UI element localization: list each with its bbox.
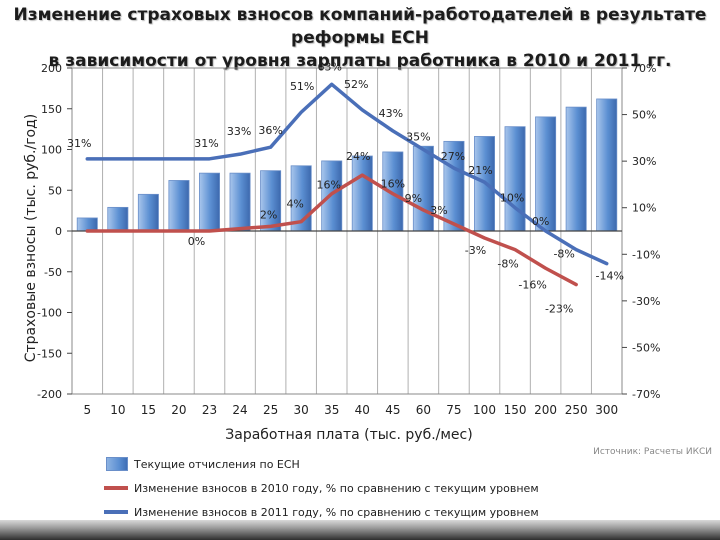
x-tick-label: 250 xyxy=(565,403,588,417)
y2-tick-label: 10% xyxy=(632,202,656,215)
series-line-2011 xyxy=(85,82,609,266)
data-label-2011: 63% xyxy=(317,60,341,73)
data-label-2010: 4% xyxy=(286,198,303,211)
x-tick-label: 35 xyxy=(324,403,339,417)
x-tick-label: 300 xyxy=(595,403,618,417)
y-tick-label: -150 xyxy=(37,347,62,360)
data-label-2011: 36% xyxy=(258,124,282,137)
data-label-2011: 31% xyxy=(194,137,218,150)
x-tick-label: 100 xyxy=(473,403,496,417)
y2-tick-label: -50% xyxy=(632,341,660,354)
y2-tick-label: -30% xyxy=(632,295,660,308)
data-label-2010: 0% xyxy=(188,235,205,248)
data-label-2010: 16% xyxy=(381,178,405,191)
y-tick-label: -100 xyxy=(37,307,62,320)
data-label-2011: 0% xyxy=(532,215,549,228)
y2-tick-label: 30% xyxy=(632,155,656,168)
legend-label-2010: Изменение взносов в 2010 году, % по срав… xyxy=(134,481,539,495)
data-label-2010: -3% xyxy=(465,244,486,257)
x-tick-label: 60 xyxy=(416,403,431,417)
x-tick-label: 30 xyxy=(294,403,309,417)
legend-bar-swatch xyxy=(106,457,128,471)
data-label-2011: -8% xyxy=(553,248,574,261)
bar xyxy=(535,116,557,232)
x-tick-label: 10 xyxy=(110,403,125,417)
legend-item-2010: Изменение взносов в 2010 году, % по срав… xyxy=(104,476,539,500)
data-label-2011: 52% xyxy=(344,78,368,91)
slide-bottom-band xyxy=(0,520,720,540)
axis-layer: -200-150-100-50050100150200-70%-50%-30%-… xyxy=(37,62,660,417)
source-note: Источник: Расчеты ИКСИ xyxy=(593,447,712,457)
chart-area: -200-150-100-50050100150200-70%-50%-30%-… xyxy=(23,60,660,443)
y-tick-label: 200 xyxy=(41,62,62,75)
data-label-2011: 10% xyxy=(500,192,524,205)
bar xyxy=(260,170,282,232)
data-label-2010: -16% xyxy=(518,278,546,291)
data-label-2011: -14% xyxy=(596,270,624,283)
y-tick-label: 0 xyxy=(55,225,62,238)
y-tick-label: -200 xyxy=(37,388,62,401)
x-tick-label: 45 xyxy=(385,403,400,417)
data-label-2010: 9% xyxy=(405,192,422,205)
bar xyxy=(168,180,190,232)
bar xyxy=(137,193,159,232)
x-tick-label: 200 xyxy=(534,403,557,417)
legend-item-2011: Изменение взносов в 2011 году, % по срав… xyxy=(104,500,539,524)
x-tick-label: 40 xyxy=(355,403,370,417)
y2-tick-label: -10% xyxy=(632,248,660,261)
data-label-2010: -23% xyxy=(545,303,573,316)
legend: Текущие отчисления по ЕСН Изменение взно… xyxy=(104,452,539,524)
data-label-2010: 2% xyxy=(260,208,277,221)
data-label-2010: 24% xyxy=(346,150,370,163)
x-tick-label: 15 xyxy=(141,403,156,417)
y2-tick-label: 70% xyxy=(632,62,656,75)
y-tick-label: 150 xyxy=(41,103,62,116)
x-tick-label: 24 xyxy=(232,403,247,417)
y2-tick-label: -70% xyxy=(632,388,660,401)
title-line-1: Изменение страховых взносов компаний-раб… xyxy=(13,5,707,48)
line-layer xyxy=(85,82,609,287)
bar-layer xyxy=(76,98,618,232)
legend-label-bars: Текущие отчисления по ЕСН xyxy=(134,457,300,471)
data-label-2010: -8% xyxy=(497,258,518,271)
chart-title: Изменение страховых взносов компаний-раб… xyxy=(0,4,720,73)
y-axis-title: Страховые взносы (тыс. руб./год) xyxy=(23,114,39,363)
x-tick-label: 25 xyxy=(263,403,278,417)
bar xyxy=(596,98,618,232)
bar xyxy=(107,206,129,232)
x-tick-label: 23 xyxy=(202,403,217,417)
legend-item-bars: Текущие отчисления по ЕСН xyxy=(104,452,539,476)
data-label-2011: 31% xyxy=(67,137,91,150)
data-label-2010: 16% xyxy=(316,179,340,192)
label-layer: 0%2%4%16%24%16%9%3%-3%-8%-16%-23%31% 31%3… xyxy=(67,60,624,315)
bar xyxy=(76,217,98,232)
bar xyxy=(412,145,434,232)
legend-label-2011: Изменение взносов в 2011 году, % по срав… xyxy=(134,505,539,519)
data-label-2011: 21% xyxy=(468,164,492,177)
data-label-2010: 3% xyxy=(430,204,447,217)
bar xyxy=(565,106,587,232)
data-label-2011: 43% xyxy=(379,107,403,120)
data-label-2011: 35% xyxy=(406,131,430,144)
bar xyxy=(199,172,220,232)
title-line-2: в зависимости от уровня зарплаты работни… xyxy=(48,51,672,71)
bar xyxy=(504,126,526,232)
x-tick-label: 5 xyxy=(83,403,91,417)
x-axis-title: Заработная плата (тыс. руб./мес) xyxy=(225,427,472,443)
y-tick-label: -50 xyxy=(44,266,62,279)
bar xyxy=(229,172,251,232)
data-label-2011: 51% xyxy=(290,80,314,93)
y2-tick-label: 50% xyxy=(632,109,656,122)
x-tick-label: 75 xyxy=(446,403,461,417)
data-label-2011: 27% xyxy=(441,150,465,163)
y-tick-label: 100 xyxy=(41,144,62,157)
x-tick-label: 150 xyxy=(504,403,527,417)
x-tick-label: 20 xyxy=(171,403,186,417)
legend-line-2011-swatch xyxy=(104,510,128,514)
data-label-2011: 33% xyxy=(227,125,251,138)
y-tick-label: 50 xyxy=(48,184,62,197)
bar xyxy=(351,155,373,232)
legend-line-2010-swatch xyxy=(104,486,128,490)
series-line-2010 xyxy=(85,173,578,287)
